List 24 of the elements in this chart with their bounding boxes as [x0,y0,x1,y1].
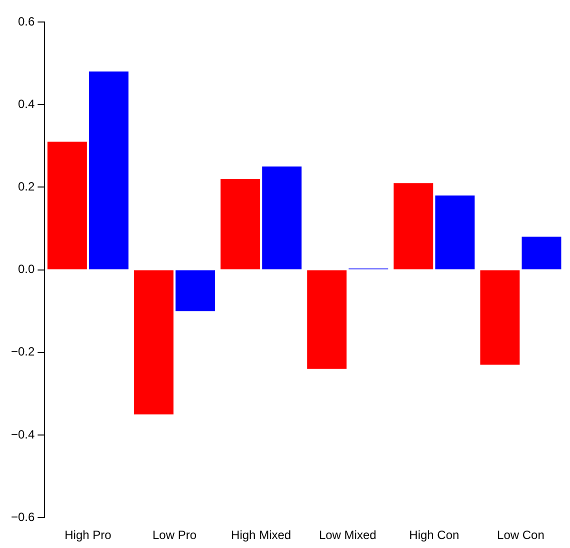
y-tick-label: −0.6 [10,510,35,524]
bar [134,270,174,414]
bar [47,142,87,270]
bar [176,270,216,312]
x-tick-label: Low Pro [152,528,197,542]
y-tick-label: 0.0 [18,262,36,276]
x-tick-label: High Mixed [231,528,292,542]
bar [522,236,562,270]
x-tick-label: High Pro [64,528,112,542]
y-tick-label: 0.4 [18,96,36,111]
y-tick-label: −0.4 [10,427,35,442]
y-tick-label: 0.2 [18,180,36,194]
bar [435,195,475,270]
x-tick-label: Low Con [497,528,544,542]
bar [220,178,260,270]
bar [262,166,302,270]
y-tick-label: −0.2 [10,344,35,359]
bar [89,72,128,270]
x-tick-label: High Con [409,528,460,542]
bar [394,183,434,270]
y-tick-label: 0.6 [18,14,36,28]
x-tick-label: Low Mixed [318,528,376,542]
bar [307,270,347,369]
bar [480,270,520,365]
